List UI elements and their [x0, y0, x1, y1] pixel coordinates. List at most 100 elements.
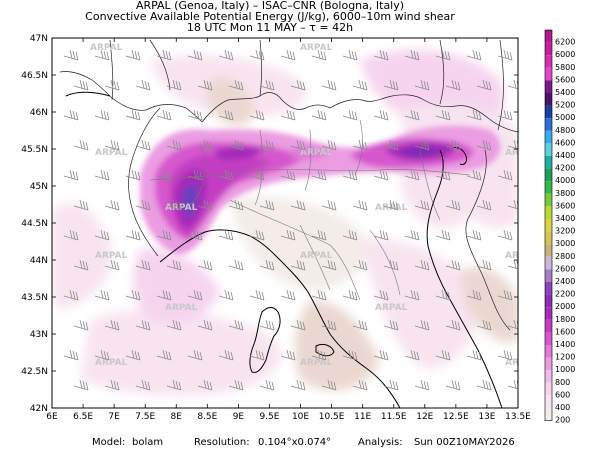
- wind-barb: [342, 109, 358, 121]
- wind-barb: [73, 379, 89, 391]
- wind-barb: [125, 109, 141, 121]
- wind-barb: [476, 319, 492, 331]
- wind-barb: [63, 49, 79, 61]
- wind-barb: [249, 109, 265, 121]
- wind-barb: [166, 379, 182, 391]
- watermark: ARPAL: [300, 358, 333, 368]
- border-north-east: [439, 39, 504, 131]
- wind-barb: [373, 169, 389, 181]
- wind-barb: [187, 289, 203, 301]
- wind-barb: [373, 289, 389, 301]
- wind-barb: [94, 49, 110, 61]
- wind-barb: [249, 289, 265, 301]
- wind-barb: [352, 379, 368, 391]
- legend-swatch: [545, 282, 552, 295]
- legend-level-label: 4400: [555, 151, 575, 160]
- wind-barb: [404, 169, 420, 181]
- longitude-label: 13.5E: [505, 412, 531, 422]
- wind-barb: [218, 169, 234, 181]
- wind-barb: [404, 109, 420, 121]
- wind-barb: [352, 139, 368, 151]
- wind-barb: [435, 169, 451, 181]
- longitude-label: 13E: [478, 412, 495, 422]
- wind-barb: [156, 169, 172, 181]
- wind-barb: [311, 229, 327, 241]
- legend-swatch: [545, 244, 552, 257]
- wind-barb: [135, 139, 151, 151]
- legend-swatch: [545, 80, 552, 93]
- legend-level-label: 6200: [555, 38, 575, 47]
- latitude-label: 42N: [30, 404, 48, 414]
- wind-barb: [445, 259, 461, 271]
- wind-barb: [445, 139, 461, 151]
- wind-barb: [414, 319, 430, 331]
- legend-swatch: [545, 93, 552, 106]
- wind-barb: [476, 379, 492, 391]
- wind-barb: [197, 79, 213, 91]
- wind-barb: [435, 349, 451, 361]
- wind-barb: [342, 229, 358, 241]
- legend-level-label: 2800: [555, 252, 575, 261]
- wind-barb: [290, 199, 306, 211]
- legend-level-label: 1200: [555, 353, 575, 362]
- wind-barb: [218, 229, 234, 241]
- wind-barb: [104, 259, 120, 271]
- legend-swatch: [545, 370, 552, 383]
- country-borders: [59, 39, 518, 331]
- longitude-label: 11.5E: [381, 412, 407, 422]
- legend-level-label: 400: [555, 403, 570, 412]
- legend-swatch: [545, 168, 552, 182]
- longitude-label: 7.5E: [135, 412, 155, 422]
- wind-barb: [352, 199, 368, 211]
- legend-swatch: [545, 42, 552, 56]
- border-france-italy: [128, 107, 161, 257]
- latitude-label: 46N: [30, 108, 48, 118]
- axis-ticks: [51, 37, 519, 409]
- legend-swatch: [545, 395, 552, 408]
- legend-level-label: 2000: [555, 302, 575, 311]
- resolution-value: 0.104°x0.074°: [258, 437, 332, 448]
- wind-barb: [125, 289, 141, 301]
- wind-barb: [373, 49, 389, 61]
- island-corsica: [249, 307, 281, 373]
- wind-barb: [73, 199, 89, 211]
- longitude-label: 8.5E: [197, 412, 217, 422]
- legend-level-label: 1400: [555, 340, 575, 349]
- wind-barb: [249, 349, 265, 361]
- wind-barb: [373, 109, 389, 121]
- wind-barb: [476, 259, 492, 271]
- wind-barb: [497, 49, 513, 61]
- legend-swatch: [545, 319, 552, 333]
- wind-barb: [373, 349, 389, 361]
- watermark: ARPAL: [505, 148, 538, 158]
- wind-barb: [94, 169, 110, 181]
- wind-barb: [259, 79, 275, 91]
- wind-barb: [352, 319, 368, 331]
- wind-barb: [125, 349, 141, 361]
- legend-level-label: 4000: [555, 176, 575, 185]
- wind-barb: [321, 79, 337, 91]
- legend-level-label: 3800: [555, 189, 575, 198]
- model-value: bolam: [132, 437, 164, 448]
- legend-level-label: 6000: [555, 50, 575, 59]
- wind-barb: [497, 229, 513, 241]
- wind-barb: [259, 319, 275, 331]
- wind-barb: [104, 379, 120, 391]
- title-line-2: Convective Available Potential Energy (J…: [85, 10, 455, 23]
- wind-barb: [135, 259, 151, 271]
- latitude-label: 44N: [30, 256, 48, 266]
- wind-barb: [63, 289, 79, 301]
- wind-barb: [352, 259, 368, 271]
- wind-barb: [497, 169, 513, 181]
- wind-barb: [383, 79, 399, 91]
- latitude-label: 45.5N: [21, 145, 48, 155]
- watermark: ARPAL: [505, 358, 538, 368]
- wind-barb: [290, 139, 306, 151]
- wind-barb: [290, 79, 306, 91]
- longitude-label: 12E: [416, 412, 433, 422]
- longitude-label: 10E: [292, 412, 309, 422]
- wind-barb: [249, 49, 265, 61]
- wind-barb: [311, 169, 327, 181]
- legend-level-label: 800: [555, 378, 570, 387]
- wind-barbs: [63, 49, 518, 391]
